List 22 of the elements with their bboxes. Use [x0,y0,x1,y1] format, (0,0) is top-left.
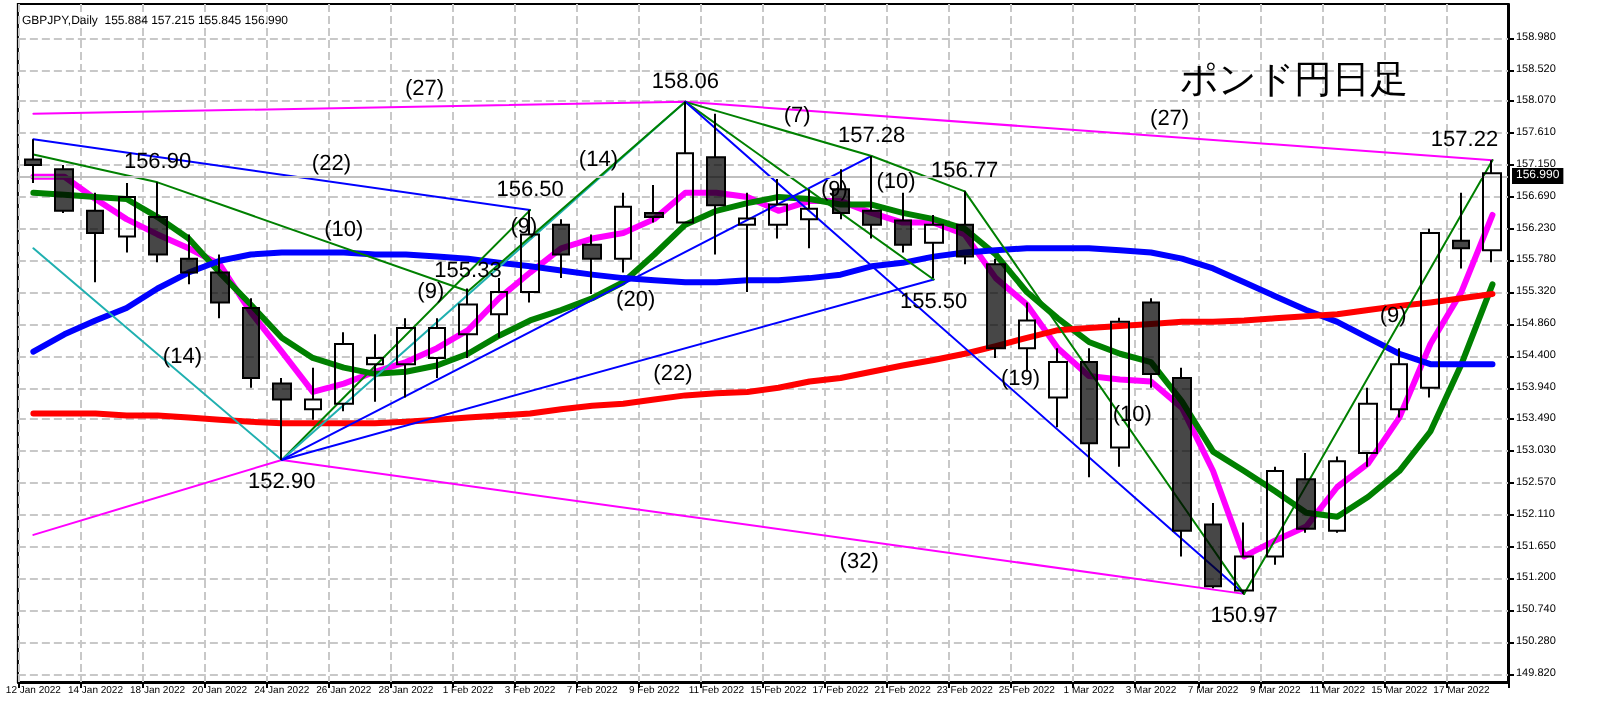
data-label: 158.06 [651,69,719,94]
text: (27) [404,76,445,101]
series-label: (22) [311,151,351,176]
data-label: 157.22 [1430,128,1499,153]
data-label: 157.28 [837,123,906,148]
data-label: 156.50 [496,178,564,203]
series-label: (9) [417,280,445,305]
series-label: (27) [1150,106,1190,131]
series-label: (20) [616,287,656,312]
data-label: 156.90 [123,150,192,175]
series-label: (14) [162,345,202,370]
series-label: (10) [324,217,364,242]
series-label: (22) [653,361,693,386]
data-label: 156.77 [931,159,999,184]
annotation: (10) [876,170,916,194]
series-label: (14) [578,147,618,172]
series-label: (7) [783,104,811,129]
data-label: 150.97 [1210,603,1278,628]
data-label: 152.90 [248,469,316,494]
series-label: (32) [839,550,879,575]
text: ポンド円日足 [1180,60,1408,102]
series-label: (19) [1001,367,1041,392]
